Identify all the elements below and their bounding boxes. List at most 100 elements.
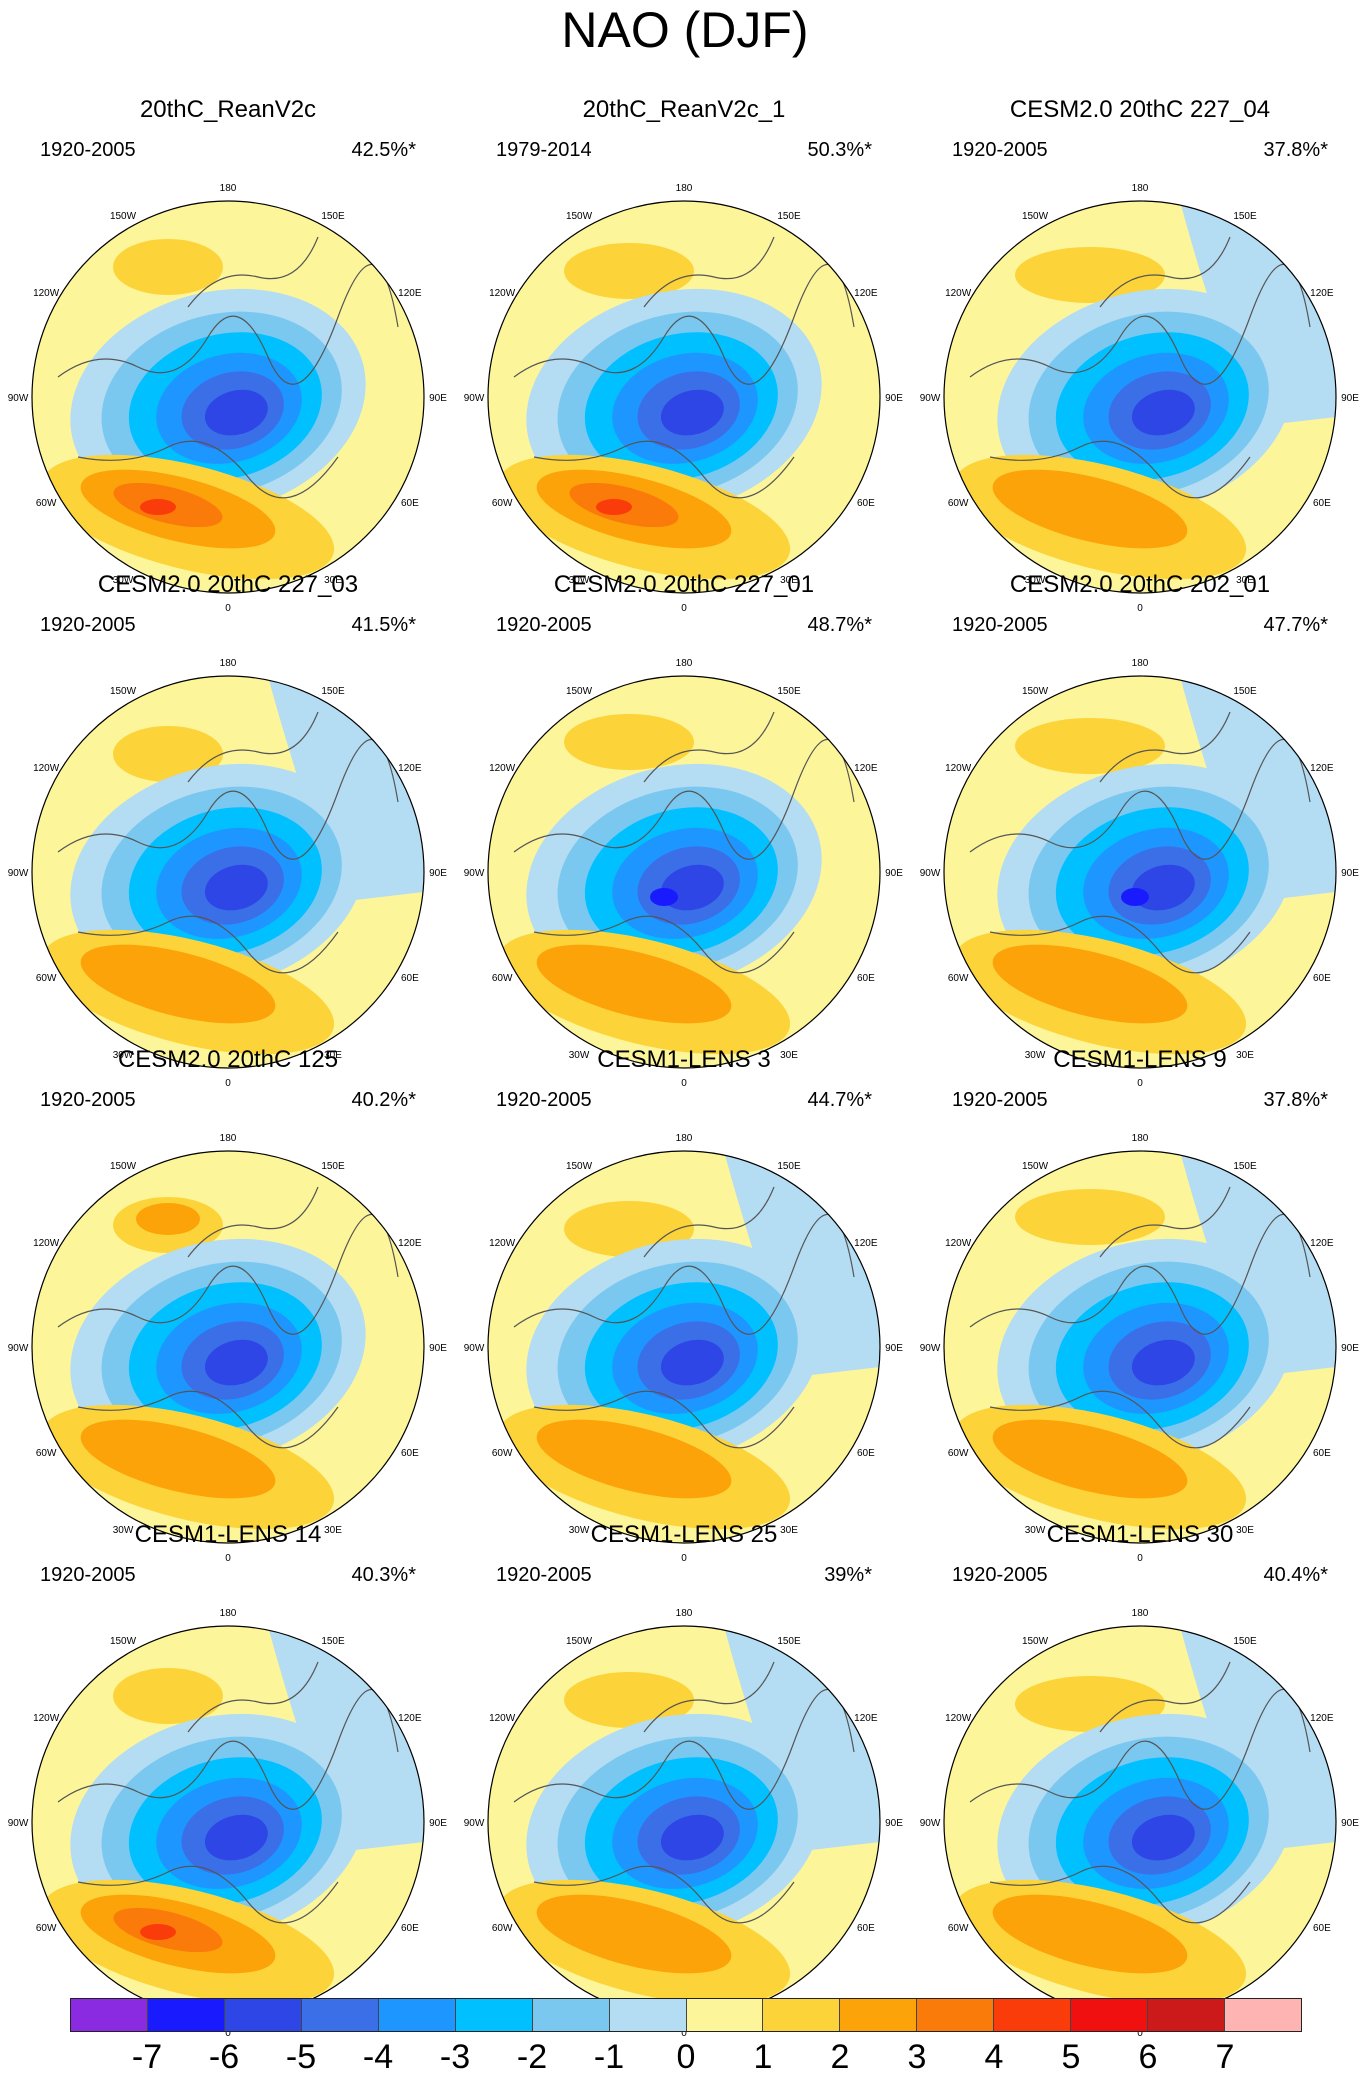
contour-region bbox=[204, 1339, 268, 1386]
longitude-label: 150E bbox=[1233, 1636, 1257, 1647]
map-panel: 20thC_ReanV2c_1 1979-2014 50.3%* 180 150E 120… bbox=[456, 96, 912, 614]
map-panel: CESM1-LENS 3 1920-2005 44.7%* 180 150E 120E 90… bbox=[456, 1046, 912, 1564]
map-border bbox=[487, 1150, 881, 1544]
contour-region bbox=[204, 864, 268, 911]
longitude-label: 180 bbox=[1132, 183, 1149, 194]
longitude-label: 90E bbox=[1341, 393, 1359, 404]
longitude-label: 0 bbox=[681, 1078, 687, 1089]
longitude-label: 150E bbox=[321, 211, 345, 222]
longitude-label: 90E bbox=[885, 868, 903, 879]
longitude-label: 90E bbox=[429, 393, 447, 404]
longitude-label: 120E bbox=[398, 763, 422, 774]
map-border bbox=[487, 200, 881, 594]
map-panel: CESM1-LENS 14 1920-2005 40.3%* 180 150E 120E 9… bbox=[0, 1521, 456, 2039]
longitude-label: 180 bbox=[676, 183, 693, 194]
contour-region bbox=[136, 1203, 200, 1235]
contour-region bbox=[1131, 389, 1195, 436]
panel-title: CESM1-LENS 25 bbox=[590, 1521, 778, 1548]
panel-variance-percent: 40.4%* bbox=[1263, 1564, 1329, 1586]
longitude-label: 180 bbox=[1132, 658, 1149, 669]
coastlines bbox=[57, 1186, 399, 1449]
longitude-label: 30E bbox=[780, 575, 798, 586]
colorbar-swatch bbox=[147, 1999, 225, 2031]
longitude-label: 60W bbox=[36, 1448, 57, 1459]
contour-region bbox=[140, 1924, 176, 1940]
panel-period: 1979-2014 bbox=[496, 139, 592, 161]
longitude-label: 90W bbox=[920, 1818, 941, 1829]
contour-region bbox=[660, 1814, 724, 1861]
longitude-label: 150E bbox=[777, 1636, 801, 1647]
map-panel: CESM2.0 20thC 202_01 1920-2005 47.7%* 180 15… bbox=[912, 571, 1368, 1089]
contour-region bbox=[113, 726, 223, 782]
colorbar-swatch bbox=[917, 1999, 995, 2031]
longitude-label: 180 bbox=[676, 1608, 693, 1619]
longitude-label: 150E bbox=[777, 1161, 801, 1172]
colorbar-swatch bbox=[455, 1999, 533, 2031]
longitude-label: 90W bbox=[920, 868, 941, 879]
panel-period: 1920-2005 bbox=[496, 1089, 592, 1111]
contour-region bbox=[660, 389, 724, 436]
colorbar-tick-label: 7 bbox=[1215, 2038, 1235, 2076]
contour-region bbox=[80, 1419, 276, 1499]
coastlines bbox=[57, 236, 399, 499]
longitude-label: 120W bbox=[945, 288, 972, 299]
contour-region bbox=[80, 944, 276, 1024]
panel-variance-percent: 50.3%* bbox=[807, 139, 873, 161]
longitude-label: 30E bbox=[780, 1050, 798, 1061]
longitude-label: 60W bbox=[492, 1448, 513, 1459]
longitude-label: 90W bbox=[920, 393, 941, 404]
longitude-label: 90W bbox=[464, 393, 485, 404]
longitude-label: 90E bbox=[885, 1343, 903, 1354]
longitude-label: 60W bbox=[492, 498, 513, 509]
coastlines bbox=[969, 711, 1311, 974]
panel-variance-percent: 37.8%* bbox=[1263, 1089, 1329, 1111]
map-panel: CESM2.0 20thC 227_01 1920-2005 48.7%* 180 15… bbox=[456, 571, 912, 1089]
map-panel: CESM1-LENS 25 1920-2005 39%* 180 150E 120E 90E… bbox=[456, 1521, 912, 2039]
longitude-label: 120W bbox=[33, 1713, 60, 1724]
map-border bbox=[31, 200, 425, 594]
longitude-label: 150W bbox=[110, 1161, 137, 1172]
longitude-label: 120W bbox=[945, 1238, 972, 1249]
contour-region bbox=[596, 499, 632, 515]
colorbar-tick-label: 5 bbox=[1061, 2038, 1081, 2076]
longitude-label: 0 bbox=[1137, 2028, 1143, 2039]
longitude-label: 60E bbox=[857, 498, 875, 509]
contour-region bbox=[113, 1668, 223, 1724]
coastlines bbox=[57, 1661, 399, 1924]
panel-title: 20thC_ReanV2c bbox=[139, 96, 317, 123]
longitude-label: 180 bbox=[1132, 1133, 1149, 1144]
panel-title: CESM2.0 20thC 227_03 bbox=[97, 571, 359, 598]
longitude-label: 150W bbox=[110, 211, 137, 222]
colorbar-tick-label: -7 bbox=[131, 2038, 163, 2076]
colorbar-swatch bbox=[71, 1999, 148, 2031]
longitude-label: 90W bbox=[8, 1343, 29, 1354]
map-border bbox=[487, 675, 881, 1069]
longitude-label: 60E bbox=[1313, 973, 1331, 984]
longitude-label: 30E bbox=[780, 1525, 798, 1536]
contour-region bbox=[536, 1894, 732, 1974]
map-panel: 20thC_ReanV2c 1920-2005 42.5%* 180 150E 120E 9… bbox=[0, 96, 456, 614]
panel-title: CESM1-LENS 9 bbox=[1053, 1046, 1227, 1073]
map-panel: CESM1-LENS 9 1920-2005 37.8%* 180 150E 120E 90… bbox=[912, 1046, 1368, 1564]
longitude-label: 0 bbox=[681, 2028, 687, 2039]
longitude-label: 180 bbox=[676, 1133, 693, 1144]
longitude-label: 30W bbox=[569, 1050, 590, 1061]
longitude-label: 60W bbox=[948, 1448, 969, 1459]
longitude-label: 150W bbox=[1022, 1161, 1049, 1172]
longitude-label: 30E bbox=[1236, 1050, 1254, 1061]
longitude-label: 30W bbox=[113, 1050, 134, 1061]
longitude-label: 90E bbox=[429, 1343, 447, 1354]
longitude-label: 30E bbox=[324, 1050, 342, 1061]
contour-region bbox=[564, 243, 694, 299]
longitude-label: 150W bbox=[566, 211, 593, 222]
colorbar-swatch bbox=[609, 1999, 687, 2031]
panel-period: 1920-2005 bbox=[496, 614, 592, 636]
colorbar-tick-label: -3 bbox=[439, 2038, 471, 2076]
